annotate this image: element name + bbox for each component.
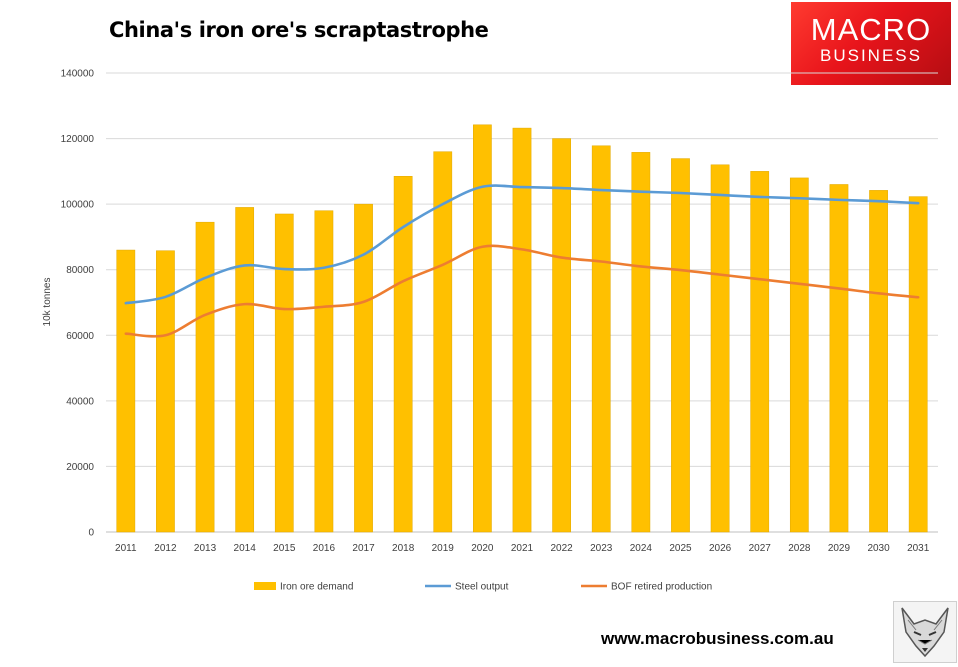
bar — [116, 249, 136, 533]
x-tick-label: 2012 — [154, 543, 177, 554]
bar — [631, 152, 651, 533]
y-tick-label: 140000 — [61, 69, 95, 80]
bar — [512, 127, 532, 533]
fox-logo-icon — [893, 601, 957, 663]
x-tick-label: 2026 — [709, 543, 732, 554]
x-tick-label: 2028 — [788, 543, 811, 554]
y-tick-label: 40000 — [66, 396, 94, 407]
website-url: www.macrobusiness.com.au — [601, 629, 834, 648]
x-tick-label: 2020 — [471, 543, 494, 554]
chart-title: China's iron ore's scraptastrophe — [109, 18, 489, 42]
x-tick-label: 2014 — [234, 543, 257, 554]
y-tick-label: 0 — [88, 528, 94, 539]
bar-series — [116, 124, 928, 533]
x-axis-ticks: 2011 2012 2013 2014 2015 2016 2017 2018 2019 2020… — [115, 543, 930, 554]
x-tick-label: 2027 — [749, 543, 772, 554]
x-tick-label: 2011 — [115, 543, 137, 554]
logo-line-1: MACRO — [810, 12, 932, 47]
bar — [908, 196, 928, 533]
legend-swatch — [254, 582, 276, 590]
bar — [354, 203, 373, 533]
y-axis-label: 10k tonnes — [42, 278, 53, 327]
bar — [473, 124, 492, 533]
x-tick-label: 2029 — [828, 543, 851, 554]
x-tick-label: 2018 — [392, 543, 415, 554]
bar — [195, 221, 215, 533]
logo-line-2: BUSINESS — [820, 46, 922, 65]
bar — [750, 171, 770, 533]
bar — [235, 207, 255, 533]
series-line — [124, 244, 920, 338]
x-tick-label: 2021 — [511, 543, 534, 554]
series-line — [124, 184, 920, 305]
y-tick-label: 100000 — [61, 200, 95, 211]
x-tick-label: 2030 — [867, 543, 890, 554]
x-tick-label: 2031 — [907, 543, 930, 554]
y-tick-label: 20000 — [66, 462, 94, 473]
bar — [314, 210, 334, 533]
bar — [671, 158, 690, 533]
bar — [789, 177, 809, 533]
y-tick-label: 120000 — [61, 134, 95, 145]
legend: Iron ore demand Steel output BOF retired p… — [254, 582, 712, 593]
legend-label: Iron ore demand — [280, 582, 353, 593]
bar — [156, 250, 175, 533]
macrobusiness-logo: MACRO BUSINESS — [791, 2, 951, 85]
x-tick-label: 2025 — [669, 543, 692, 554]
line-series — [124, 184, 920, 338]
bar — [552, 138, 571, 533]
bar — [829, 184, 849, 533]
y-axis-ticks: 0 20000 40000 60000 80000 100000 120000 140000 — [61, 69, 95, 539]
x-tick-label: 2024 — [630, 543, 653, 554]
x-tick-label: 2017 — [352, 543, 375, 554]
legend-label: Steel output — [455, 582, 509, 593]
x-tick-label: 2013 — [194, 543, 217, 554]
bar — [274, 213, 294, 533]
y-tick-label: 80000 — [66, 265, 94, 276]
bar — [591, 145, 611, 533]
bar — [433, 151, 453, 533]
bar — [869, 190, 888, 533]
bar — [710, 164, 730, 533]
legend-label: BOF retired production — [611, 582, 712, 593]
x-tick-label: 2022 — [550, 543, 573, 554]
x-tick-label: 2016 — [313, 543, 336, 554]
y-tick-label: 60000 — [66, 331, 94, 342]
x-tick-label: 2015 — [273, 543, 296, 554]
x-tick-label: 2023 — [590, 543, 613, 554]
x-tick-label: 2019 — [432, 543, 455, 554]
bar — [393, 176, 413, 533]
